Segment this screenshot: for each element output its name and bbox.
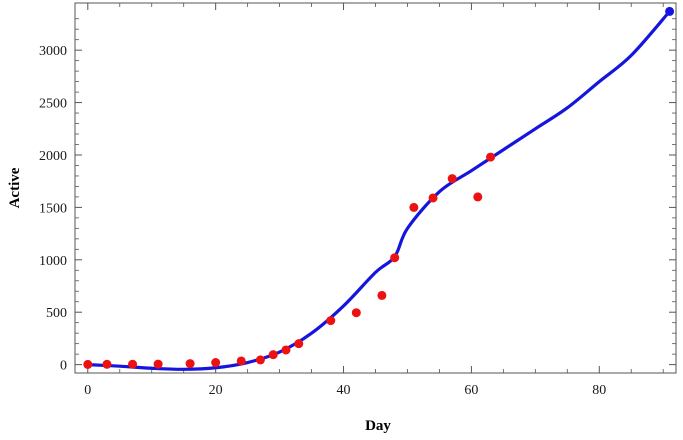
data-point	[153, 359, 163, 369]
data-point	[473, 192, 483, 202]
data-point	[128, 359, 138, 369]
data-point	[236, 356, 246, 366]
curve-endpoint	[665, 6, 675, 16]
x-axis-label: Day	[365, 418, 391, 434]
y-tick-label: 0	[60, 359, 67, 374]
data-point	[377, 290, 387, 300]
data-point	[486, 152, 496, 162]
data-point	[351, 308, 361, 318]
x-tick-label: 80	[592, 383, 606, 398]
data-point	[409, 202, 419, 212]
y-tick-label: 2000	[39, 149, 67, 164]
y-tick-label: 2500	[39, 97, 67, 112]
data-point	[102, 359, 112, 369]
plot-frame	[74, 2, 677, 374]
fitted-curve	[86, 9, 672, 371]
data-point	[83, 359, 93, 369]
y-tick-label: 3000	[39, 44, 67, 59]
data-point	[281, 345, 291, 355]
plot-frame-border	[74, 2, 677, 374]
data-point	[326, 316, 336, 326]
data-point	[428, 193, 438, 203]
data-point	[294, 339, 304, 349]
data-points	[83, 6, 675, 369]
data-point	[185, 359, 195, 369]
x-axis-ticks: 0 20 40 60 80	[84, 3, 664, 398]
data-point	[447, 174, 457, 184]
data-point	[390, 253, 400, 263]
x-tick-label: 20	[209, 383, 223, 398]
x-tick-label: 60	[464, 383, 478, 398]
y-axis-label: Active	[7, 167, 23, 208]
x-tick-label: 0	[84, 383, 91, 398]
data-point	[268, 350, 278, 360]
x-tick-label: 40	[337, 383, 351, 398]
curve-line	[86, 9, 672, 371]
data-point	[255, 355, 265, 365]
y-tick-label: 1000	[39, 254, 67, 269]
y-tick-label: 1500	[39, 201, 67, 216]
y-tick-label: 500	[46, 306, 67, 321]
y-axis-ticks: 0 500 1000 1500 2000 2500 3000	[39, 18, 676, 374]
data-point	[211, 358, 221, 368]
